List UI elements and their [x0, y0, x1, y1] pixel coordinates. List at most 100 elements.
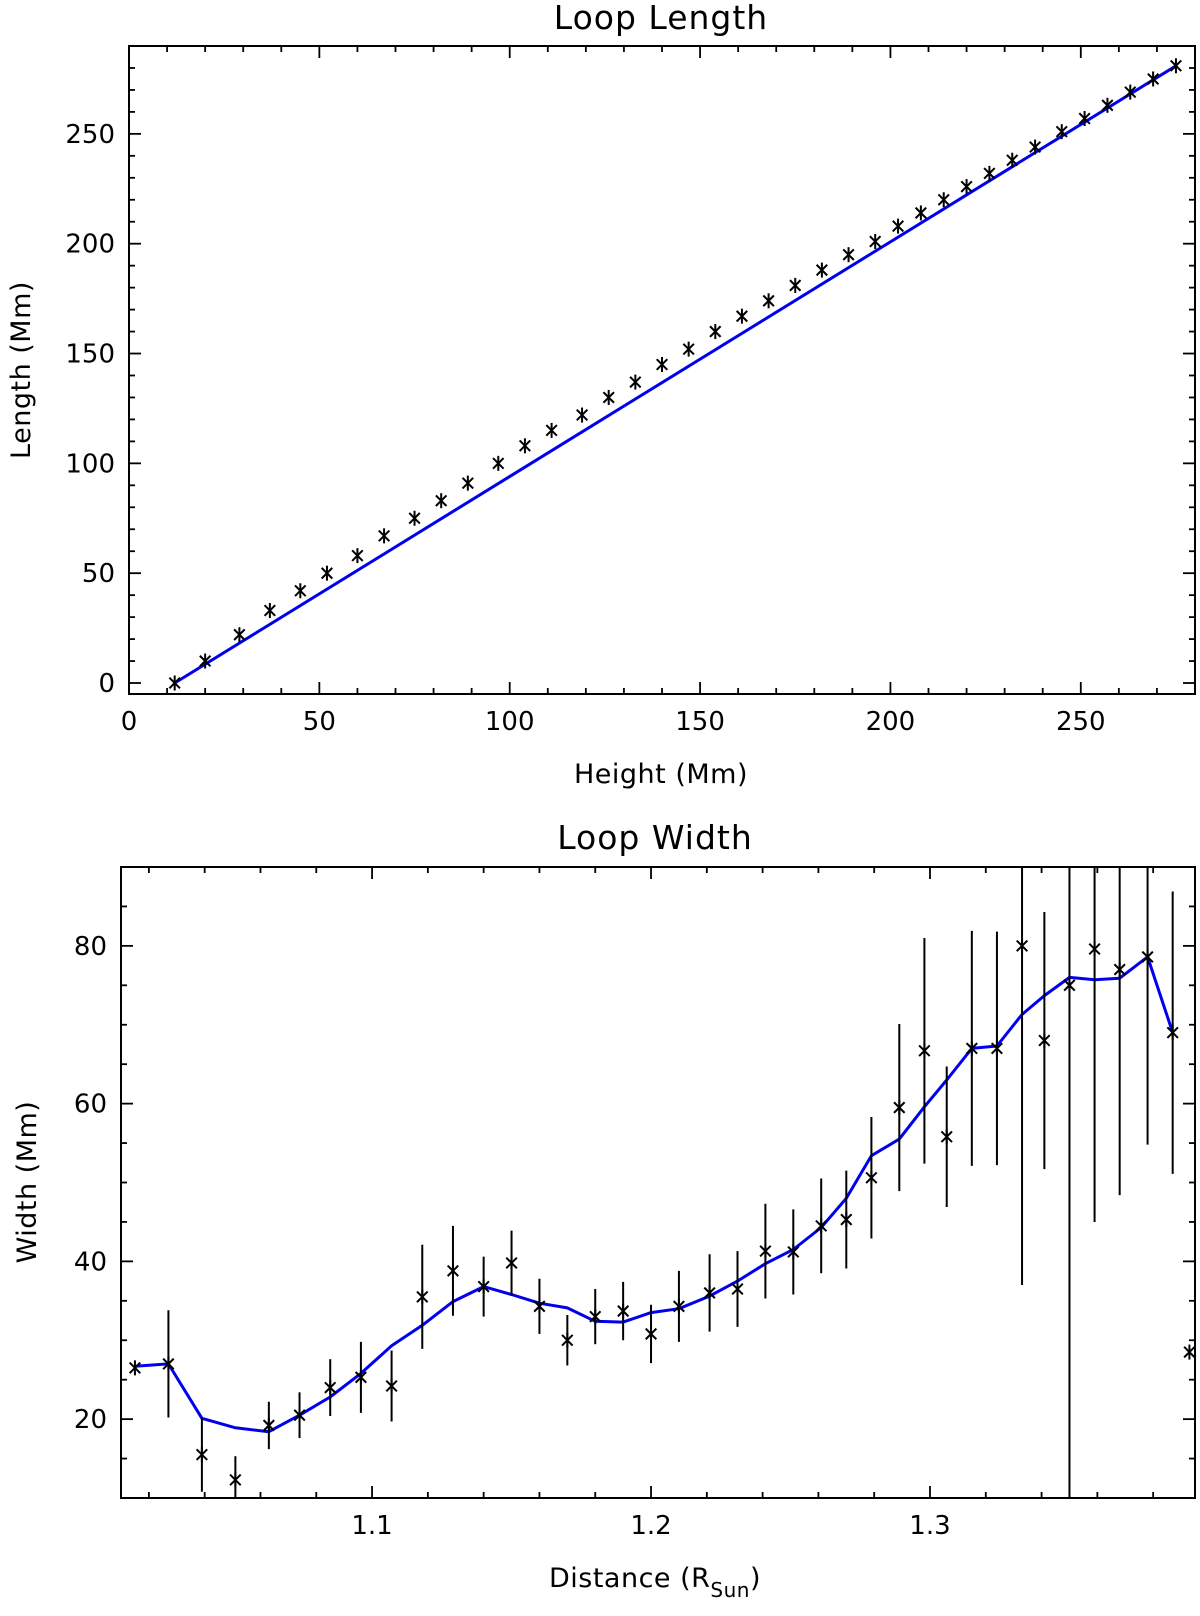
width-data-point	[787, 1244, 800, 1260]
width-data-point	[990, 1040, 1003, 1056]
width-data-area	[128, 867, 1195, 1498]
width-data-point	[1113, 962, 1126, 978]
asterisk-stroke	[589, 1310, 602, 1323]
width-data-point	[446, 1263, 459, 1279]
length-data-point	[435, 493, 448, 509]
asterisk-stroke	[168, 677, 181, 690]
length-data-area	[168, 58, 1182, 691]
length-data-point	[789, 277, 802, 293]
asterisk-stroke	[703, 1286, 716, 1299]
length-x-tick-label: 0	[121, 707, 138, 737]
width-data-point	[533, 1298, 546, 1314]
width-data-point	[1183, 1344, 1195, 1360]
asterisk-stroke	[735, 310, 748, 323]
asterisk-stroke	[893, 1101, 906, 1114]
length-x-tick-label: 150	[675, 707, 725, 737]
length-data-point	[1101, 97, 1114, 113]
length-y-tick-label: 100	[65, 449, 115, 479]
width-data-point	[1141, 949, 1154, 965]
asterisk-stroke	[869, 235, 882, 248]
length-y-tick-label: 250	[65, 120, 115, 150]
length-data-point	[545, 422, 558, 438]
width-y-tick-label: 80	[74, 932, 107, 962]
asterisk-stroke	[378, 529, 391, 542]
asterisk-stroke	[416, 1290, 429, 1303]
asterisk-stroke	[1029, 141, 1042, 154]
length-data-point	[709, 324, 722, 340]
length-data-point	[576, 407, 589, 423]
asterisk-stroke	[815, 1219, 828, 1232]
loop-width-panel: Loop Width 1.1 1.2 1.3 20 40 60 80 Distance (R…	[12, 818, 1196, 1602]
asterisk-stroke	[128, 1361, 141, 1374]
length-data-point	[294, 583, 307, 599]
length-chart-title: Loop Length	[554, 0, 768, 37]
width-ticks: 1.1 1.2 1.3 20 40 60 80	[74, 867, 1195, 1541]
asterisk-stroke	[918, 1044, 931, 1057]
length-fit-line	[173, 64, 1177, 685]
length-data-point	[735, 308, 748, 324]
width-x-axis-label-main: Distance (R	[549, 1563, 710, 1594]
width-data-point	[1088, 941, 1101, 957]
length-y-axis-label: Length (Mm)	[6, 281, 37, 459]
asterisk-stroke	[229, 1473, 242, 1486]
width-x-axis-label-sub: Sun	[710, 1578, 750, 1602]
asterisk-stroke	[990, 1042, 1003, 1055]
length-data-point	[1029, 139, 1042, 155]
width-data-point	[477, 1279, 490, 1295]
length-y-tick-label: 0	[98, 669, 115, 699]
asterisk-stroke	[1183, 1346, 1195, 1359]
width-data-point	[1016, 938, 1029, 954]
length-x-tick-label: 100	[485, 707, 535, 737]
width-data-point	[354, 1369, 367, 1385]
length-data-point	[168, 675, 181, 691]
length-data-point	[1006, 152, 1019, 168]
width-data-point	[865, 1170, 878, 1186]
length-data-point	[378, 528, 391, 544]
width-data-point	[1063, 977, 1076, 993]
length-data-point	[199, 653, 212, 669]
length-data-point	[960, 179, 973, 195]
width-x-tick-label: 1.2	[630, 1511, 671, 1541]
asterisk-stroke	[195, 1448, 208, 1461]
length-data-point	[682, 341, 695, 357]
asterisk-stroke	[354, 1371, 367, 1384]
length-data-point	[233, 627, 246, 643]
asterisk-stroke	[965, 1042, 978, 1055]
width-data-point	[918, 1043, 931, 1059]
length-y-tick-label: 50	[82, 559, 115, 589]
asterisk-stroke	[1088, 943, 1101, 956]
asterisk-stroke	[1016, 939, 1029, 952]
asterisk-stroke	[545, 424, 558, 437]
width-y-axis-label: Width (Mm)	[12, 1101, 43, 1264]
length-data-point	[320, 565, 333, 581]
asterisk-stroke	[199, 655, 212, 668]
width-data-point	[893, 1100, 906, 1116]
asterisk-stroke	[533, 1300, 546, 1313]
asterisk-stroke	[1166, 1026, 1179, 1039]
length-data-point	[408, 510, 421, 526]
asterisk-stroke	[709, 325, 722, 338]
asterisk-stroke	[842, 248, 855, 261]
asterisk-stroke	[1078, 112, 1091, 125]
loop-length-panel: Loop Length 0 50 100 150 200 250 0 50 100 150 200 2…	[6, 0, 1196, 790]
asterisk-stroke	[1147, 72, 1160, 85]
width-x-tick-label: 1.3	[909, 1511, 950, 1541]
width-data-point	[672, 1298, 685, 1314]
asterisk-stroke	[892, 220, 905, 233]
length-data-point	[815, 262, 828, 278]
length-data-point	[1124, 84, 1137, 100]
width-x-axis-label: Distance (RSun)	[549, 1563, 761, 1602]
width-data-point	[1166, 1025, 1179, 1041]
length-data-point	[1055, 124, 1068, 140]
width-x-tick-label: 1.1	[351, 1511, 392, 1541]
asterisk-stroke	[960, 180, 973, 193]
asterisk-stroke	[672, 1300, 685, 1313]
asterisk-stroke	[1055, 125, 1068, 138]
asterisk-stroke	[576, 409, 589, 422]
length-data-point	[762, 293, 775, 309]
width-x-axis-label-end: )	[750, 1563, 761, 1594]
width-data-point	[965, 1040, 978, 1056]
length-data-point	[655, 357, 669, 373]
asterisk-stroke	[477, 1280, 490, 1293]
